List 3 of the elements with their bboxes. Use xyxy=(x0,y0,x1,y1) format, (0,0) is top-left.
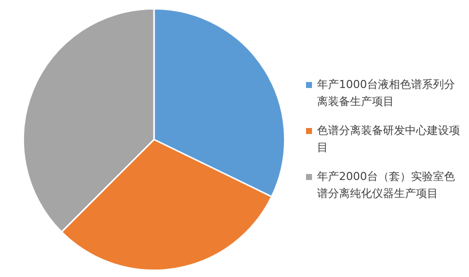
legend-label: 年产2000台（套）实验室色谱分离纯化仪器生产项目 xyxy=(317,168,456,202)
legend-label: 年产1000台液相色谱系列分离装备生产项目 xyxy=(317,76,456,110)
legend-label: 色谱分离装备研发中心建设项目 xyxy=(317,122,461,156)
